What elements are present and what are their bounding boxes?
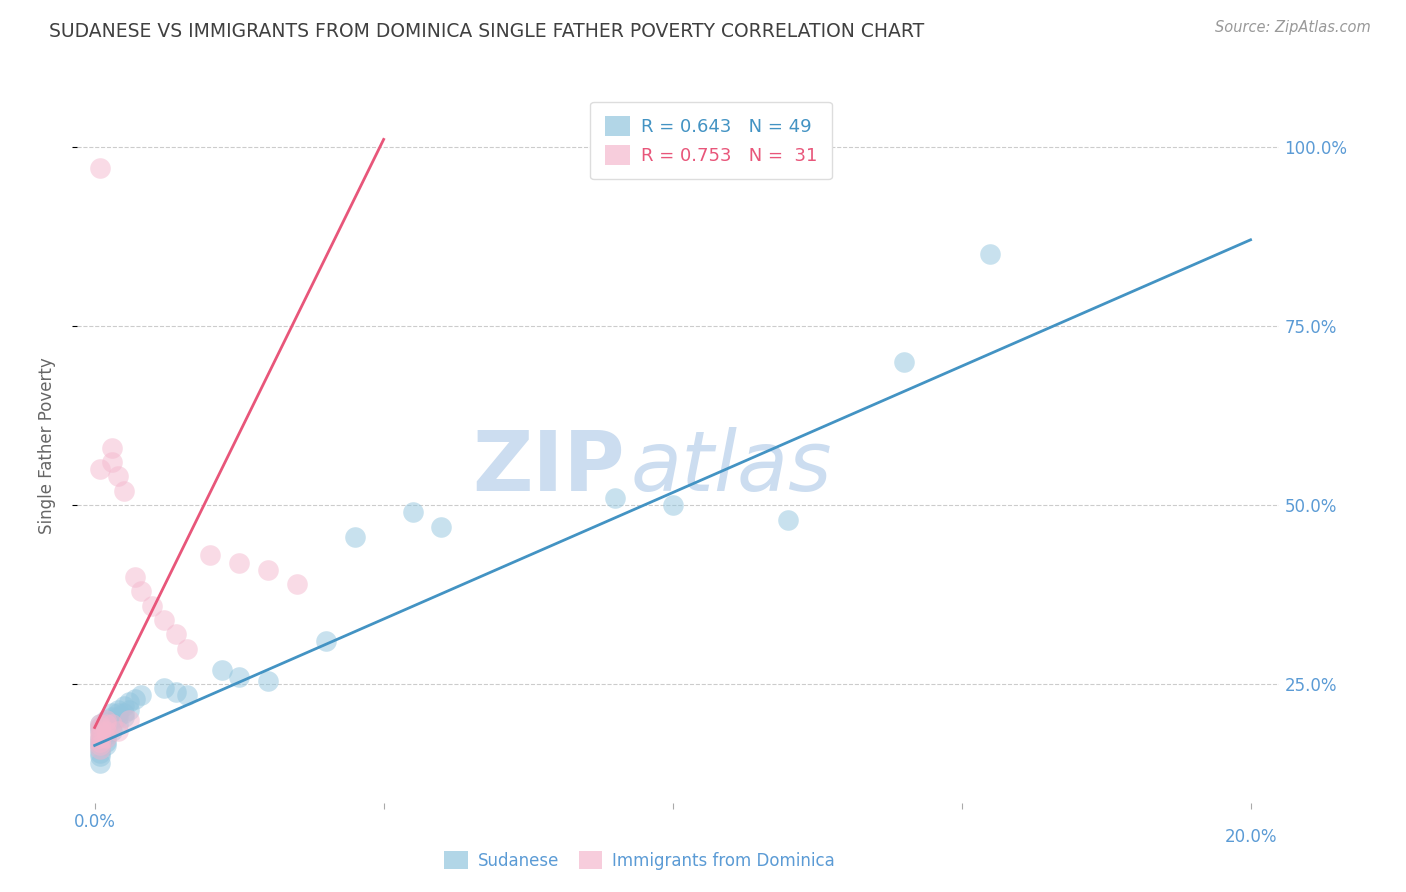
Text: atlas: atlas: [630, 427, 832, 508]
Point: [165, 684, 187, 698]
Point: [96, 731, 118, 746]
Point: [96, 731, 118, 746]
Point: [112, 698, 135, 713]
Point: [96, 739, 118, 753]
Point: [893, 355, 915, 369]
Point: [401, 505, 423, 519]
Point: [778, 512, 800, 526]
Point: [89, 749, 111, 764]
Legend: R = 0.643   N = 49, R = 0.753   N =  31: R = 0.643 N = 49, R = 0.753 N = 31: [591, 102, 832, 179]
Point: [107, 469, 129, 483]
Point: [176, 688, 198, 702]
Text: SUDANESE VS IMMIGRANTS FROM DOMINICA SINGLE FATHER POVERTY CORRELATION CHART: SUDANESE VS IMMIGRANTS FROM DOMINICA SIN…: [49, 22, 925, 41]
Point: [285, 577, 308, 591]
Point: [112, 710, 135, 724]
Legend: Sudanese, Immigrants from Dominica: Sudanese, Immigrants from Dominica: [437, 845, 842, 877]
Point: [101, 710, 124, 724]
Point: [979, 247, 1001, 261]
Point: [96, 735, 118, 749]
Point: [129, 688, 152, 702]
Point: [200, 549, 222, 563]
Point: [96, 717, 118, 731]
Point: [228, 556, 250, 570]
Point: [112, 706, 135, 720]
Point: [89, 717, 111, 731]
Point: [89, 742, 111, 756]
Text: Source: ZipAtlas.com: Source: ZipAtlas.com: [1215, 20, 1371, 35]
Point: [89, 746, 111, 760]
Point: [89, 731, 111, 746]
Point: [101, 717, 124, 731]
Point: [89, 739, 111, 753]
Point: [89, 717, 111, 731]
Point: [89, 739, 111, 753]
Point: [89, 731, 111, 746]
Point: [89, 721, 111, 735]
Point: [315, 634, 337, 648]
Point: [141, 599, 163, 613]
Point: [96, 724, 118, 739]
Y-axis label: Single Father Poverty: Single Father Poverty: [38, 358, 56, 534]
Point: [96, 724, 118, 739]
Point: [89, 735, 111, 749]
Point: [107, 706, 129, 720]
Point: [89, 728, 111, 742]
Point: [257, 673, 280, 688]
Point: [89, 724, 111, 739]
Point: [661, 498, 683, 512]
Point: [153, 613, 176, 627]
Point: [101, 441, 124, 455]
Point: [165, 627, 187, 641]
Point: [107, 702, 129, 716]
Point: [211, 663, 233, 677]
Point: [101, 714, 124, 728]
Point: [257, 563, 280, 577]
Point: [96, 721, 118, 735]
Point: [118, 695, 141, 709]
Point: [124, 570, 146, 584]
Text: 20.0%: 20.0%: [1225, 828, 1277, 846]
Point: [101, 717, 124, 731]
Point: [176, 641, 198, 656]
Point: [343, 531, 366, 545]
Point: [96, 728, 118, 742]
Point: [89, 161, 111, 175]
Point: [101, 724, 124, 739]
Point: [89, 721, 111, 735]
Point: [603, 491, 626, 505]
Point: [129, 584, 152, 599]
Point: [101, 455, 124, 469]
Point: [107, 717, 129, 731]
Point: [89, 756, 111, 771]
Point: [112, 483, 135, 498]
Point: [118, 714, 141, 728]
Point: [228, 670, 250, 684]
Point: [430, 519, 453, 533]
Point: [118, 702, 141, 716]
Point: [96, 717, 118, 731]
Point: [89, 735, 111, 749]
Text: ZIP: ZIP: [472, 427, 624, 508]
Point: [107, 710, 129, 724]
Point: [107, 724, 129, 739]
Point: [96, 714, 118, 728]
Point: [89, 742, 111, 756]
Point: [101, 706, 124, 720]
Point: [89, 462, 111, 476]
Point: [153, 681, 176, 695]
Point: [96, 714, 118, 728]
Point: [89, 724, 111, 739]
Point: [124, 691, 146, 706]
